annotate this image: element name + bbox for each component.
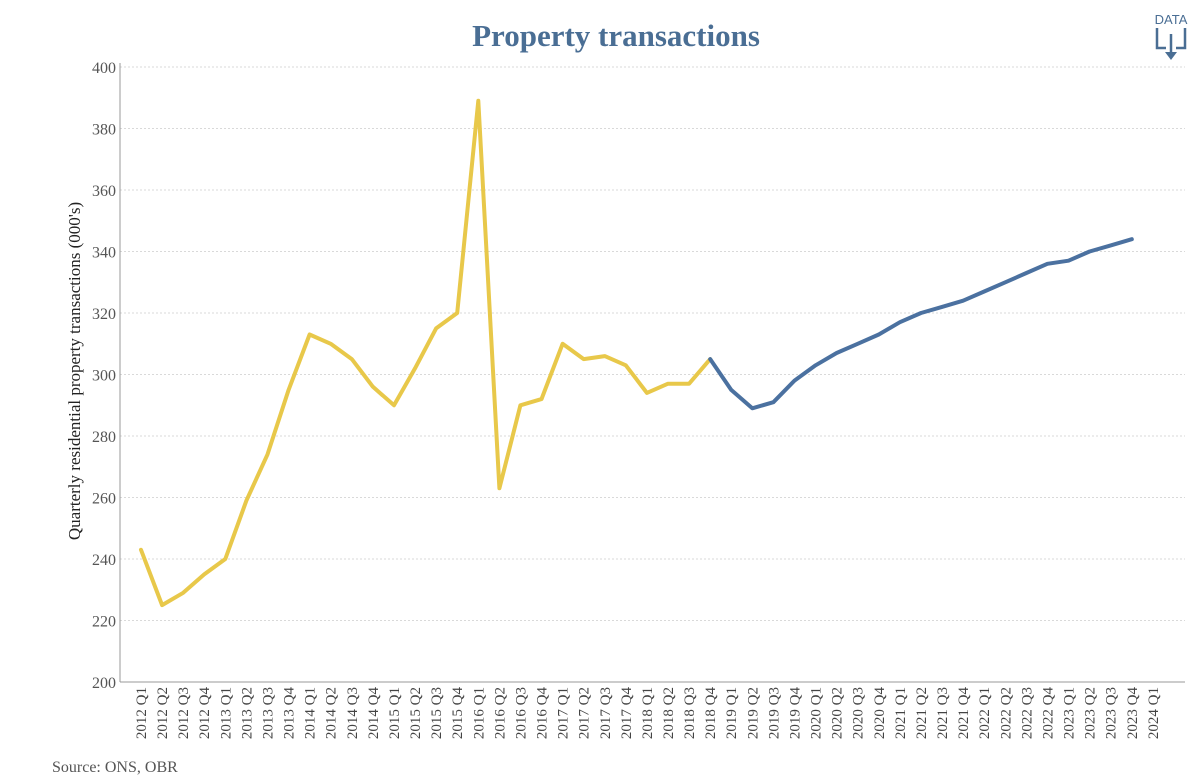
x-tick-label: 2013 Q3	[260, 687, 276, 739]
x-tick-label: 2020 Q3	[851, 687, 867, 739]
x-tick-label: 2018 Q2	[661, 687, 677, 739]
x-tick-label: 2022 Q2	[998, 687, 1014, 739]
x-tick-label: 2016 Q1	[471, 687, 487, 739]
y-tick-label: 200	[92, 675, 116, 692]
x-tick-label: 2021 Q4	[956, 687, 972, 740]
x-tick-label: 2014 Q2	[324, 687, 340, 739]
x-tick-label: 2012 Q4	[197, 687, 213, 740]
x-tick-label: 2023 Q2	[1083, 687, 1099, 739]
x-tick-label: 2023 Q4	[1125, 687, 1141, 740]
x-tick-label: 2021 Q3	[935, 687, 951, 739]
x-tick-label: 2020 Q2	[830, 687, 846, 739]
x-tick-label: 2022 Q4	[1040, 687, 1056, 740]
y-axis-label: Quarterly residential property transacti…	[65, 202, 84, 540]
x-tick-label: 2024 Q1	[1146, 687, 1162, 739]
download-icon	[1155, 28, 1187, 60]
series-lines	[139, 98, 1134, 608]
y-tick-label: 280	[92, 429, 116, 446]
x-tick-label: 2020 Q1	[809, 687, 825, 739]
chart-title: Property transactions	[472, 18, 760, 53]
x-tick-label: 2017 Q4	[619, 687, 635, 740]
x-tick-label: 2019 Q2	[745, 687, 761, 739]
x-tick-labels: 2012 Q1 2012 Q2 2012 Q3 2012 Q4 2013 Q1 2013 …	[134, 687, 1162, 740]
x-tick-label: 2018 Q4	[703, 687, 719, 740]
y-tick-label: 400	[92, 60, 116, 77]
x-tick-label: 2016 Q2	[492, 687, 508, 739]
grid-lines	[120, 66, 1185, 683]
data-download-button[interactable]: DATA	[1146, 12, 1196, 66]
y-tick-label: 220	[92, 614, 116, 631]
y-tick-label: 320	[92, 306, 116, 323]
axes	[119, 63, 1185, 683]
x-tick-label: 2023 Q3	[1104, 687, 1120, 739]
x-tick-label: 2015 Q3	[429, 687, 445, 739]
series-line-forecast	[708, 237, 1134, 411]
x-tick-label: 2014 Q4	[366, 687, 382, 740]
x-tick-label: 2016 Q4	[535, 687, 551, 740]
x-tick-label: 2014 Q3	[345, 687, 361, 739]
x-tick-label: 2013 Q1	[218, 687, 234, 739]
x-tick-label: 2017 Q2	[577, 687, 593, 739]
x-tick-label: 2013 Q2	[239, 687, 255, 739]
y-tick-label: 380	[92, 122, 116, 139]
x-tick-label: 2017 Q1	[556, 687, 572, 739]
y-tick-label: 300	[92, 368, 116, 385]
x-tick-label: 2019 Q1	[724, 687, 740, 739]
y-tick-label: 360	[92, 183, 116, 200]
x-tick-label: 2021 Q1	[893, 687, 909, 739]
x-tick-label: 2015 Q4	[450, 687, 466, 740]
y-tick-label: 340	[92, 245, 116, 262]
x-tick-label: 2013 Q4	[282, 687, 298, 740]
y-tick-labels: 200 220 240 260 280 300 320 340 360 380 400	[92, 60, 116, 692]
y-tick-label: 240	[92, 552, 116, 569]
x-tick-label: 2020 Q4	[872, 687, 888, 740]
x-tick-label: 2023 Q1	[1062, 687, 1078, 739]
x-tick-label: 2016 Q3	[513, 687, 529, 739]
x-tick-label: 2012 Q3	[176, 687, 192, 739]
source-note: Source: ONS, OBR	[52, 759, 178, 776]
x-tick-label: 2021 Q2	[914, 687, 930, 739]
y-tick-label: 260	[92, 491, 116, 508]
x-tick-label: 2012 Q2	[155, 687, 171, 739]
data-download-label: DATA	[1154, 12, 1188, 27]
x-tick-label: 2015 Q2	[408, 687, 424, 739]
x-tick-label: 2019 Q3	[766, 687, 782, 739]
x-tick-label: 2014 Q1	[303, 687, 319, 739]
x-tick-label: 2012 Q1	[134, 687, 150, 739]
x-tick-label: 2019 Q4	[787, 687, 803, 740]
x-tick-label: 2017 Q3	[598, 687, 614, 739]
x-tick-label: 2018 Q3	[682, 687, 698, 739]
x-tick-label: 2018 Q1	[640, 687, 656, 739]
x-tick-label: 2015 Q1	[387, 687, 403, 739]
x-tick-label: 2022 Q1	[977, 687, 993, 739]
series-line-outturn	[139, 98, 713, 608]
x-tick-label: 2022 Q3	[1019, 687, 1035, 739]
